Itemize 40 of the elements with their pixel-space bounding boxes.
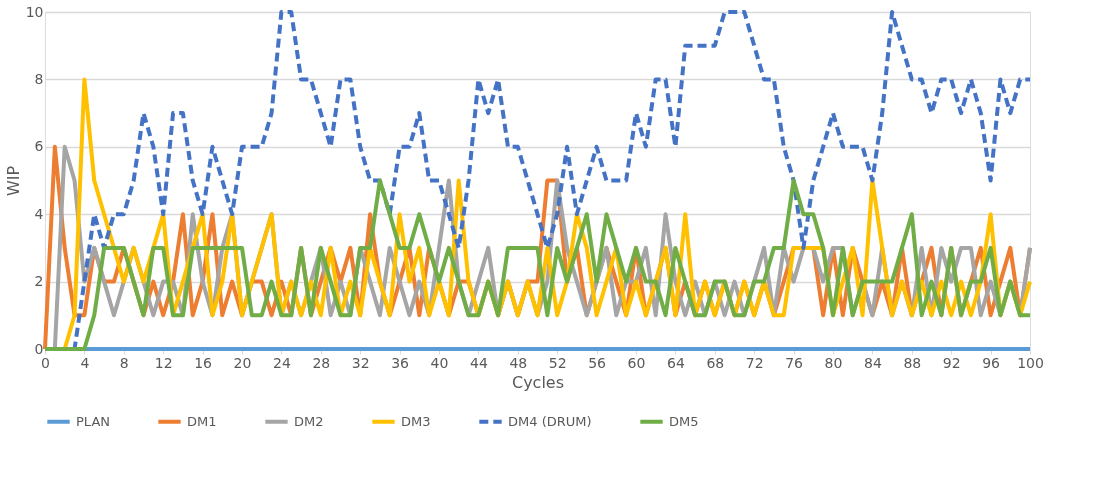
legend-label: DM1 [187,413,217,429]
x-tick-label: 84 [863,354,882,371]
x-tick-label: 36 [391,354,410,371]
x-tick-label: 48 [509,354,528,371]
x-tick-label: 56 [588,354,607,371]
legend-label: PLAN [76,413,110,429]
x-tick-label: 60 [627,354,646,371]
y-tick-label: 6 [34,138,44,155]
x-tick-label: 20 [233,354,252,371]
x-tick-label: 100 [1017,354,1044,371]
x-tick-label: 88 [903,354,922,371]
y-tick-label: 0 [34,340,44,357]
x-tick-label: 24 [272,354,291,371]
x-tick-label: 8 [119,354,129,371]
x-tick-label: 12 [154,354,173,371]
x-tick-label: 52 [548,354,567,371]
legend-label: DM2 [294,413,324,429]
legend-label: DM3 [401,413,431,429]
x-tick-label: 4 [80,354,90,371]
x-tick-label: 16 [194,354,213,371]
x-tick-label: 76 [785,354,804,371]
x-axis-title: Cycles [511,372,565,392]
legend-label: DM5 [669,413,699,429]
x-tick-label: 92 [942,354,961,371]
x-tick-label: 44 [469,354,488,371]
x-tick-label: 96 [982,354,1001,371]
x-tick-label: 80 [824,354,843,371]
x-tick-label: 72 [745,354,764,371]
line-series [43,178,1032,351]
legend-label: DM4 (DRUM) [508,413,592,429]
y-tick-label: 2 [34,273,44,290]
x-tick-label: 68 [706,354,725,371]
x-tick-label: 40 [430,354,449,371]
x-tick-label: 32 [351,354,370,371]
y-tick-label: 8 [34,70,44,87]
x-tick-label: 64 [666,354,685,371]
y-tick-label: 4 [34,205,44,222]
y-axis-title: WIP [3,165,23,197]
x-tick-label: 28 [312,354,331,371]
y-tick-label: 10 [25,3,44,20]
